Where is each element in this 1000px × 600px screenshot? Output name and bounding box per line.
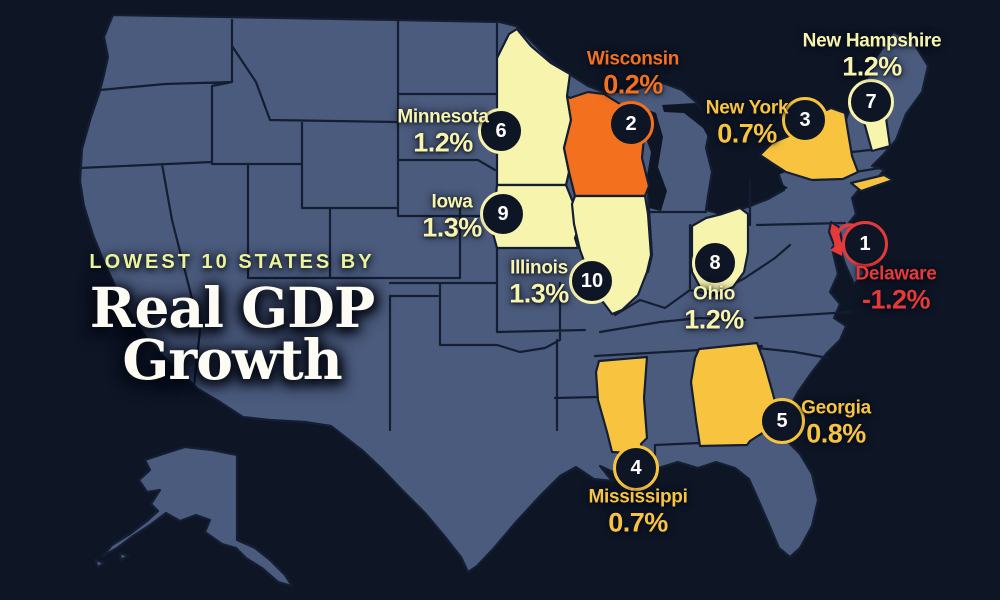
- badge-number: 8: [709, 251, 721, 274]
- label-wisconsin: Wisconsin 0.2%: [587, 48, 679, 100]
- badge-number: 4: [630, 456, 642, 479]
- state-name: New Hampshire: [802, 30, 942, 52]
- state-name: Georgia: [801, 397, 871, 419]
- badge-minnesota: 6: [478, 108, 524, 154]
- label-mississippi: Mississippi 0.7%: [588, 486, 687, 538]
- state-new-york-long-island: [849, 173, 895, 193]
- label-minnesota: Minnesota 1.2%: [397, 106, 489, 158]
- state-name: Delaware: [855, 263, 937, 285]
- state-value: 1.2%: [842, 51, 902, 82]
- badge-number: 1: [859, 232, 871, 255]
- state-value: 1.3%: [509, 278, 569, 309]
- badge-number: 9: [497, 202, 509, 225]
- badge-number: 10: [580, 269, 604, 292]
- state-minnesota: [495, 27, 573, 187]
- label-iowa: Iowa 1.3%: [422, 191, 482, 243]
- label-delaware: Delaware -1.2%: [855, 263, 936, 315]
- state-value: 0.7%: [608, 507, 668, 538]
- state-value: 1.3%: [422, 212, 482, 243]
- label-illinois: Illinois 1.3%: [509, 257, 569, 309]
- badge-illinois: 10: [569, 258, 615, 304]
- alaska-islands: [93, 551, 130, 569]
- label-new-hampshire: New Hampshire 1.2%: [803, 30, 942, 82]
- badge-number: 3: [799, 108, 811, 131]
- state-name: Ohio: [692, 283, 736, 305]
- state-name: New York: [705, 97, 789, 119]
- badge-new-hampshire: 7: [848, 79, 894, 125]
- delaware-arrowhead-icon: [830, 241, 843, 256]
- title-line1: Real GDP: [89, 274, 375, 340]
- badge-number: 7: [865, 90, 877, 113]
- badge-ohio: 8: [692, 240, 738, 286]
- state-value: 0.7%: [717, 118, 777, 149]
- state-value: -1.2%: [861, 284, 931, 315]
- badge-number: 2: [625, 112, 637, 135]
- state-value: 0.2%: [603, 69, 663, 100]
- state-value: 1.2%: [413, 127, 473, 158]
- state-alaska: [101, 445, 294, 588]
- label-georgia: Georgia 0.8%: [801, 397, 871, 449]
- badge-number: 6: [495, 119, 507, 142]
- label-new-york: New York 0.7%: [705, 97, 789, 149]
- state-value: 0.8%: [806, 418, 866, 449]
- title-eyebrow: LOWEST 10 STATES BY: [89, 250, 375, 273]
- state-name: Minnesota: [397, 106, 489, 128]
- badge-iowa: 9: [480, 191, 526, 237]
- badge-delaware: 1: [842, 221, 888, 267]
- title-block: LOWEST 10 STATES BY Real GDP Growth: [89, 250, 375, 392]
- title-line2: Growth: [122, 326, 342, 392]
- state-value: 1.2%: [684, 304, 744, 335]
- badge-wisconsin: 2: [608, 101, 654, 147]
- badge-georgia: 5: [759, 398, 805, 444]
- label-ohio: Ohio 1.2%: [684, 283, 744, 335]
- state-name: Illinois: [510, 257, 568, 279]
- state-name: Wisconsin: [586, 48, 680, 70]
- state-name: Mississippi: [588, 486, 688, 508]
- state-name: Iowa: [431, 191, 473, 213]
- badge-number: 5: [776, 409, 788, 432]
- badge-mississippi: 4: [613, 445, 659, 491]
- state-illinois: [570, 194, 653, 316]
- badge-new-york: 3: [782, 97, 828, 143]
- state-georgia: [689, 341, 781, 448]
- lake-huron: [662, 103, 713, 146]
